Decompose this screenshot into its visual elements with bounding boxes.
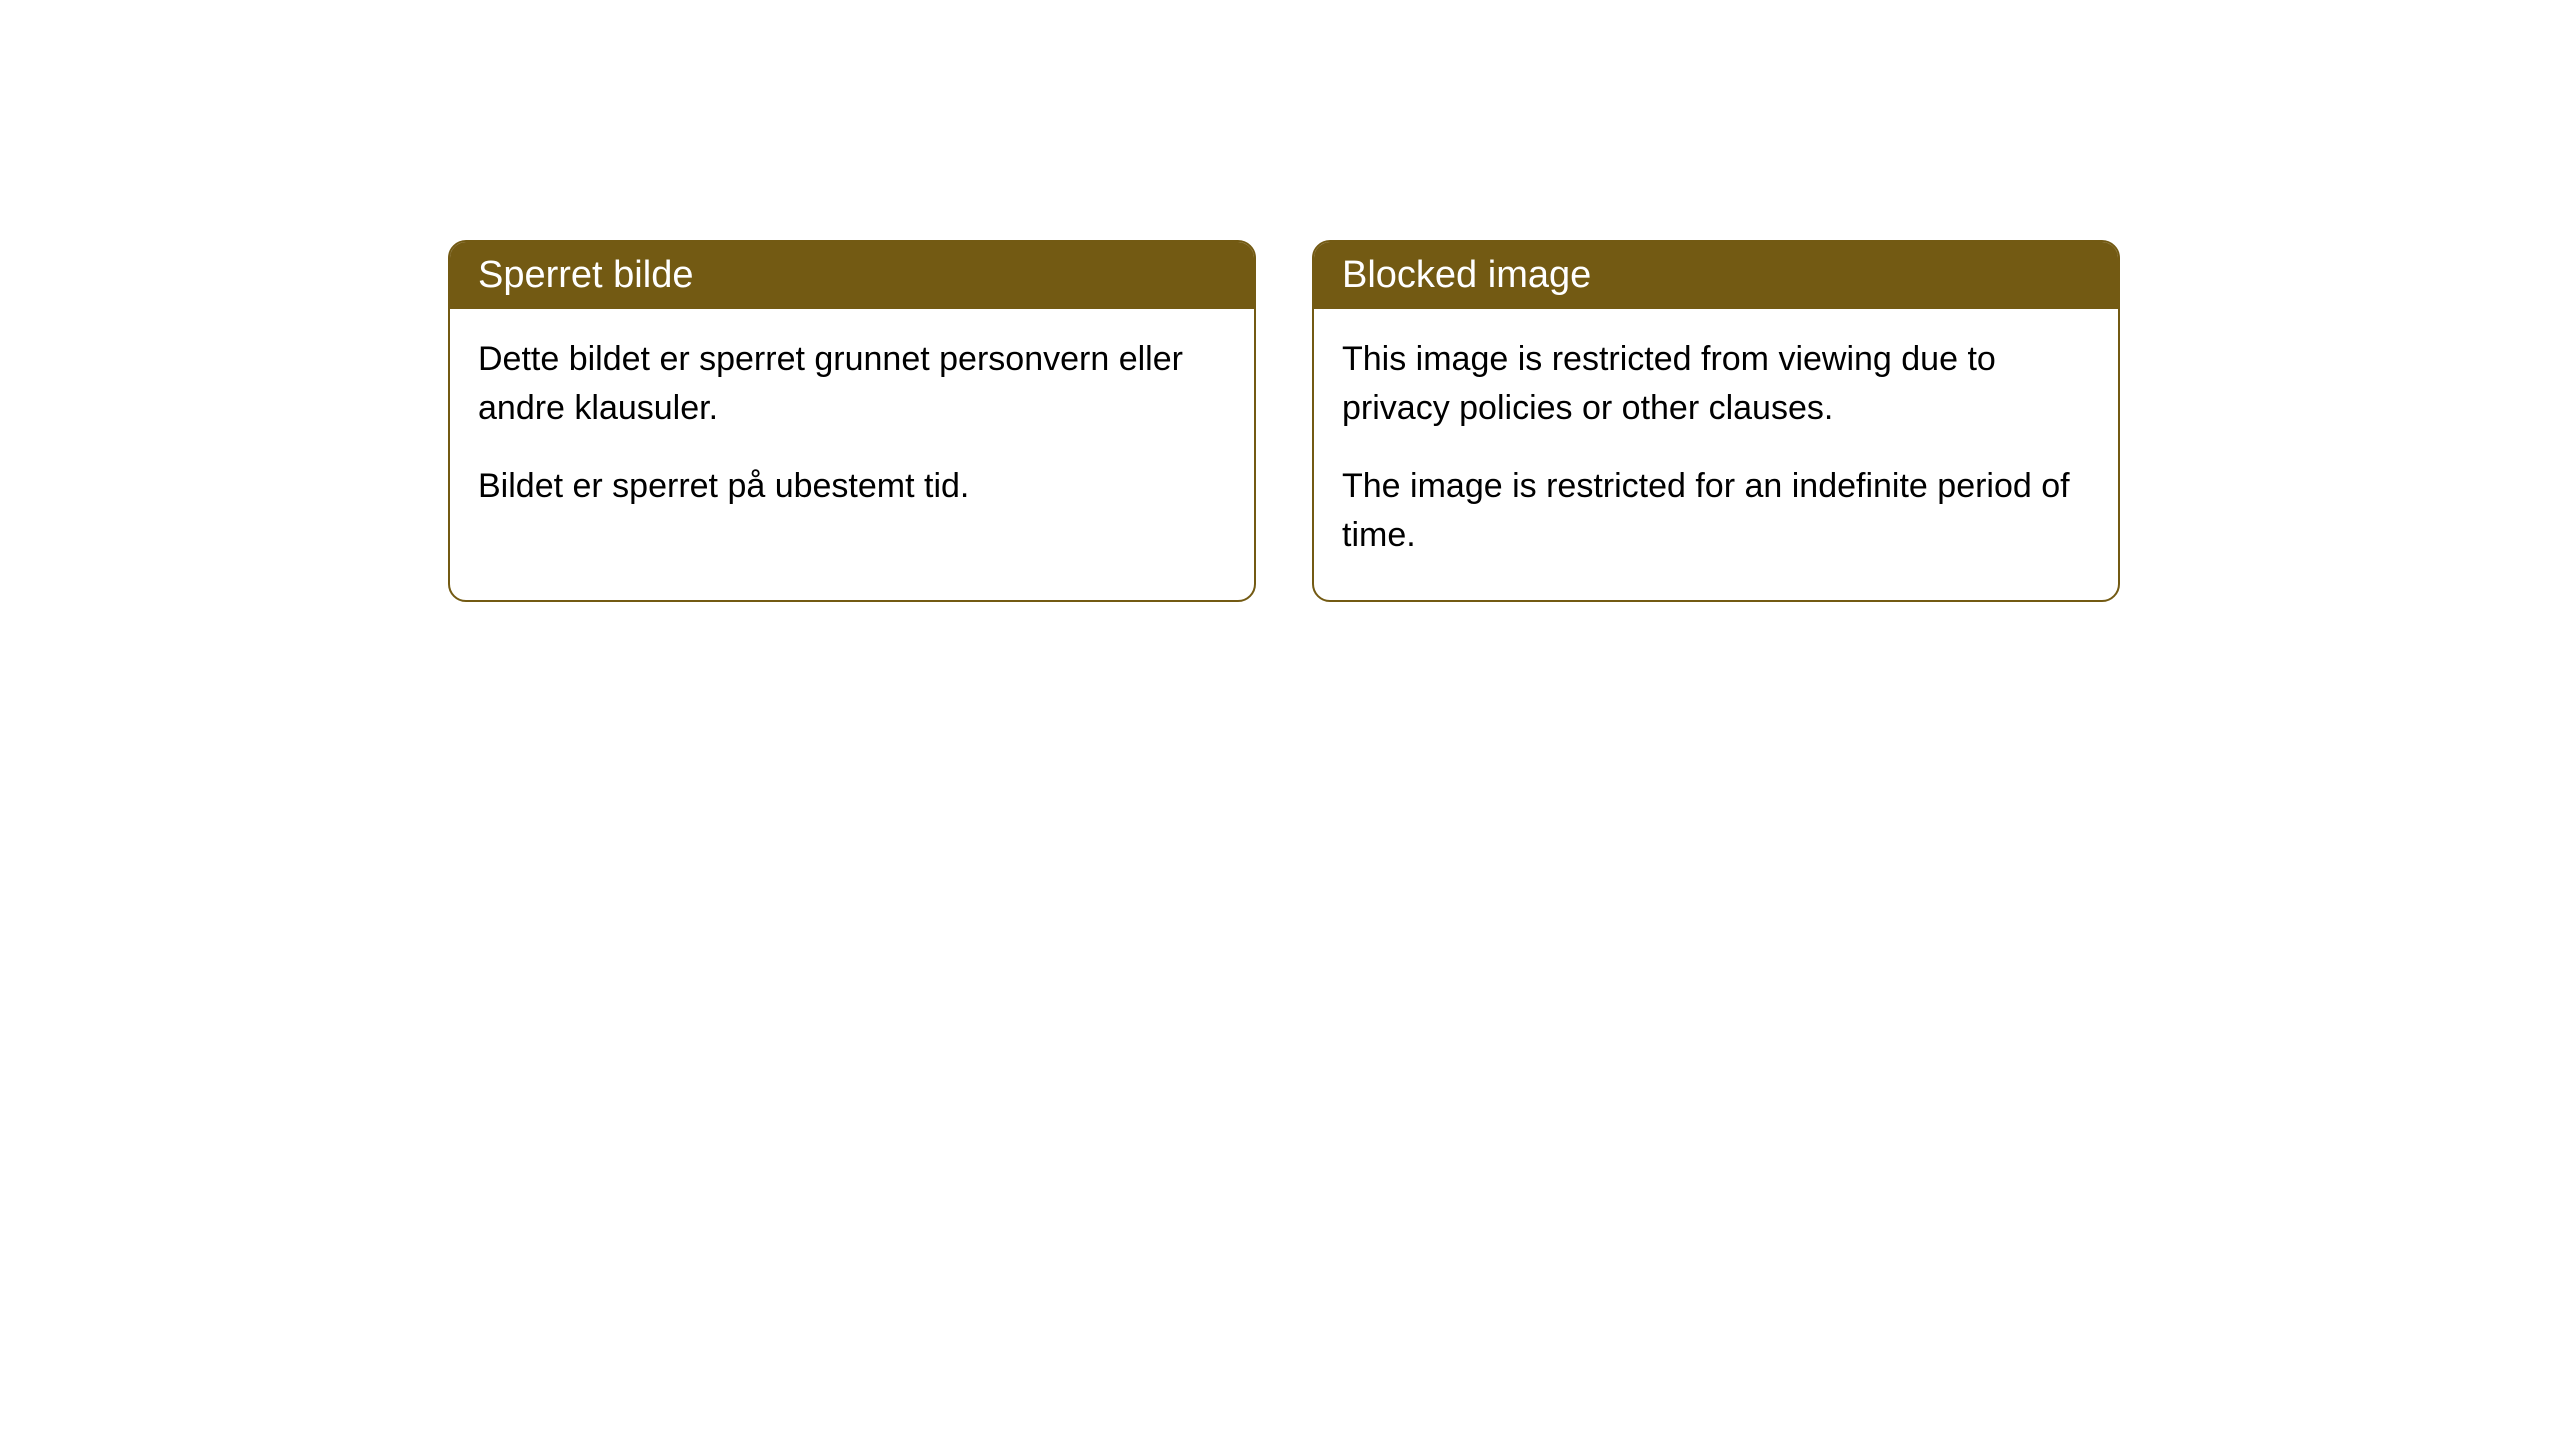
card-header: Sperret bilde	[450, 242, 1254, 309]
card-paragraph: The image is restricted for an indefinit…	[1342, 462, 2090, 561]
card-header: Blocked image	[1314, 242, 2118, 309]
card-paragraph: This image is restricted from viewing du…	[1342, 335, 2090, 434]
info-cards-container: Sperret bilde Dette bildet er sperret gr…	[448, 240, 2120, 602]
card-body: Dette bildet er sperret grunnet personve…	[450, 309, 1254, 551]
card-paragraph: Bildet er sperret på ubestemt tid.	[478, 462, 1226, 511]
card-body: This image is restricted from viewing du…	[1314, 309, 2118, 600]
card-paragraph: Dette bildet er sperret grunnet personve…	[478, 335, 1226, 434]
info-card-norwegian: Sperret bilde Dette bildet er sperret gr…	[448, 240, 1256, 602]
info-card-english: Blocked image This image is restricted f…	[1312, 240, 2120, 602]
